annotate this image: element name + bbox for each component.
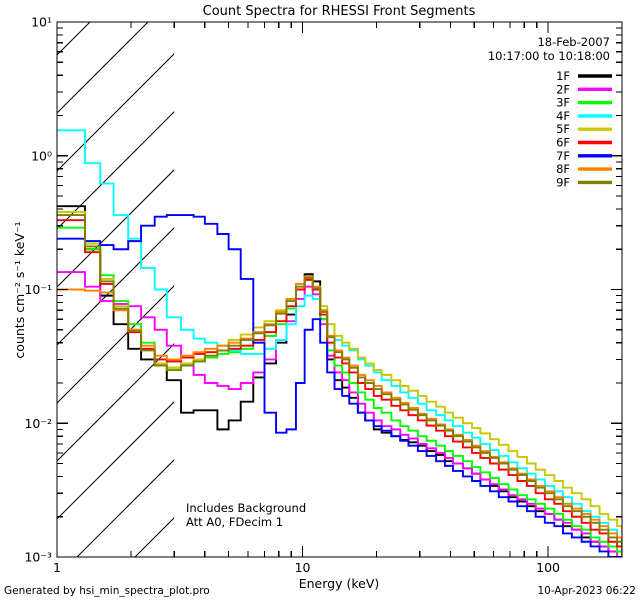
spectrum-line-9f [57,214,622,552]
legend-label-3f: 3F [556,96,570,110]
x-tick-label: 100 [536,560,560,575]
y-tick-label: 10⁻² [24,416,52,431]
footer-generated-by: Generated by hsi_min_spectra_plot.pro [4,585,210,597]
x-tick-label: 10 [295,560,311,575]
legend-label-7f: 7F [556,149,570,163]
y-tick-label: 10⁻³ [24,550,52,565]
axis-ticks [56,21,623,558]
spectrum-line-4f [57,129,622,542]
legend: 18-Feb-2007 10:17:00 to 10:18:00 1F2F3F4… [488,35,612,189]
annotation-includes-background: Includes Background [186,501,306,515]
page-title: Count Spectra for RHESSI Front Segments [203,4,476,19]
y-tick-label: 10⁻¹ [24,282,52,297]
annotation-attenuator: Att A0, FDecim 1 [186,515,283,529]
x-axis-label: Energy (keV) [299,576,380,591]
x-tick-labels: 1 10 100 [53,560,560,575]
spectra-curves [57,129,622,557]
spectrum-line-2f [57,271,622,557]
y-tick-label: 10¹ [31,15,52,30]
legend-label-8f: 8F [556,162,570,176]
legend-label-9f: 9F [556,175,570,189]
legend-label-2f: 2F [556,82,570,96]
legend-label-4f: 4F [556,109,570,123]
y-axis-label: counts cm⁻² s⁻¹ keV⁻¹ [12,221,27,358]
legend-date: 18-Feb-2007 [537,35,610,49]
legend-label-6f: 6F [556,136,570,150]
spectrum-line-7f [57,214,622,557]
y-tick-labels: 10¹ 10⁰ 10⁻¹ 10⁻² 10⁻³ [24,15,52,565]
y-tick-label: 10⁰ [31,148,52,163]
legend-time-range: 10:17:00 to 10:18:00 [488,49,610,63]
x-tick-label: 1 [53,560,61,575]
spectrum-line-5f [57,211,622,534]
legend-label-1f: 1F [556,69,570,83]
footer-timestamp: 10-Apr-2023 06:22 [537,585,636,597]
legend-label-5f: 5F [556,122,570,136]
